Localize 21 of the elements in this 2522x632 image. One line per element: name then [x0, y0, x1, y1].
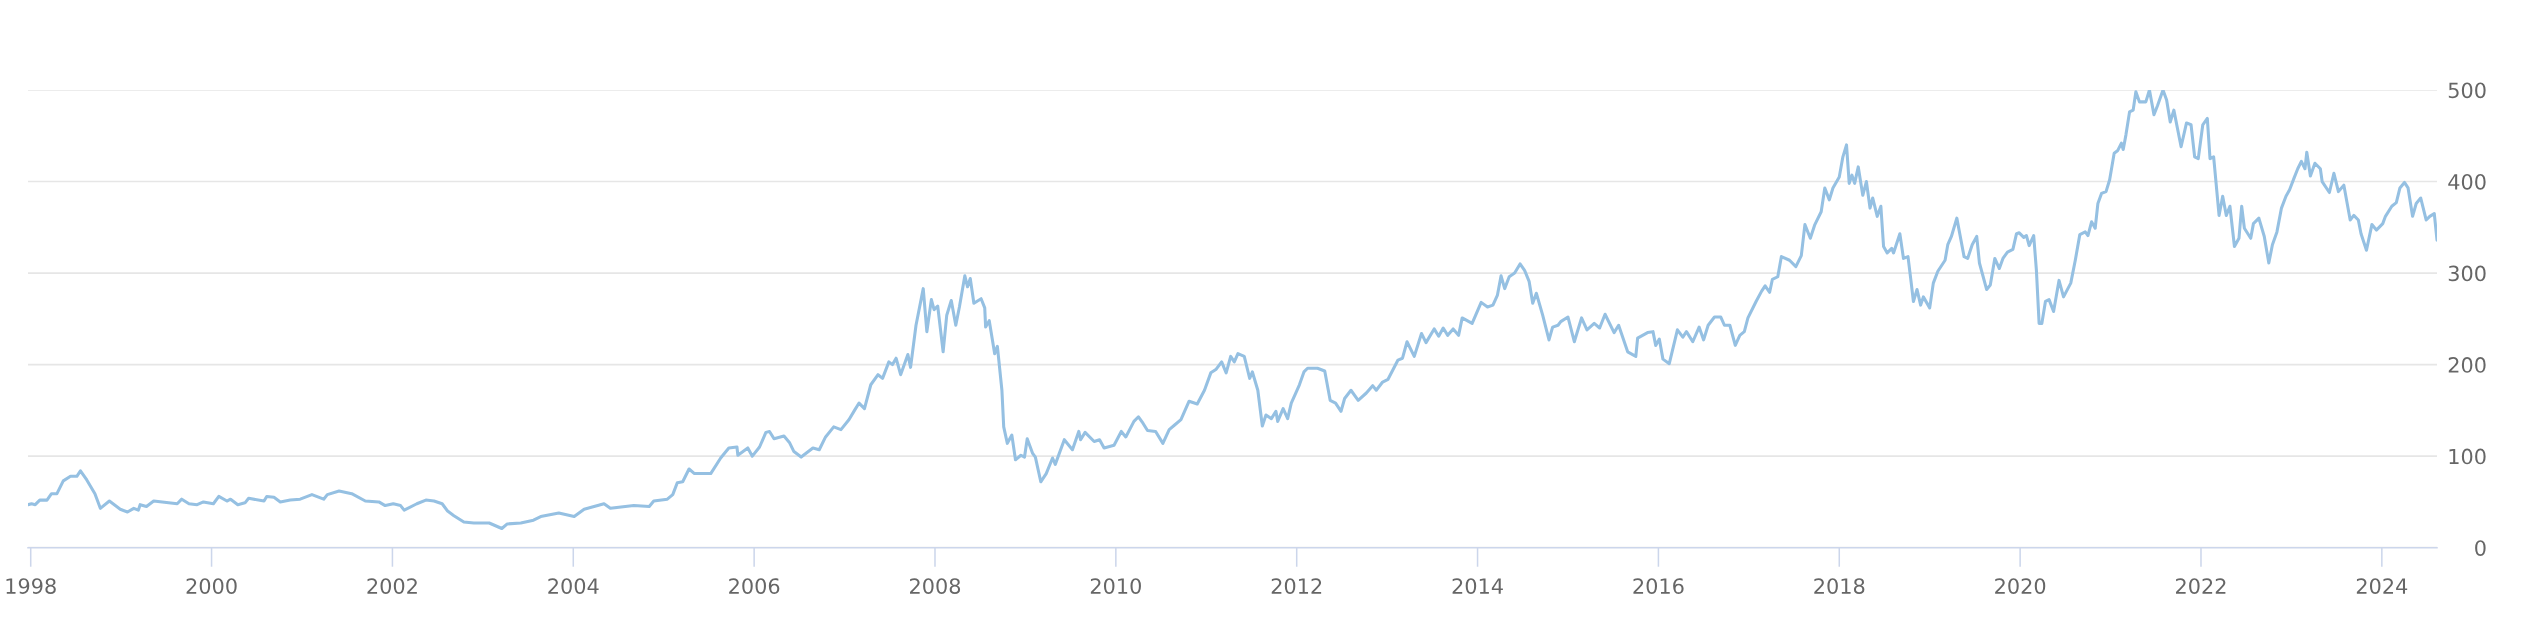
x-tick-label: 2008: [910, 578, 961, 594]
x-tick-label: 2016: [1633, 578, 1684, 594]
x-tick-label: 2012: [1271, 578, 1322, 594]
x-tick-label: 1998: [6, 578, 56, 594]
line-series: [28, 90, 2437, 531]
x-tick-label: 2000: [186, 578, 237, 594]
y-tick-label: 100: [2449, 448, 2486, 465]
x-tick-label: 2010: [1090, 578, 1141, 594]
x-tick-label: 2018: [1814, 578, 1865, 594]
x-tick-label: 2004: [548, 578, 599, 594]
x-tick-label: 2024: [2356, 578, 2408, 594]
x-tick-label: 2014: [1452, 578, 1503, 594]
y-tick-label: 300: [2448, 265, 2486, 282]
y-tick-label: 400: [2448, 173, 2486, 190]
x-tick-label: 2002: [367, 578, 417, 594]
y-tick-label: 0: [2475, 540, 2486, 556]
x-tick-label: 2020: [1995, 578, 2046, 594]
y-tick-label: 200: [2448, 357, 2486, 373]
x-tick-label: 2022: [2176, 578, 2226, 594]
x-tick-label: 2006: [729, 578, 780, 594]
y-tick-label: 500: [2448, 82, 2486, 99]
